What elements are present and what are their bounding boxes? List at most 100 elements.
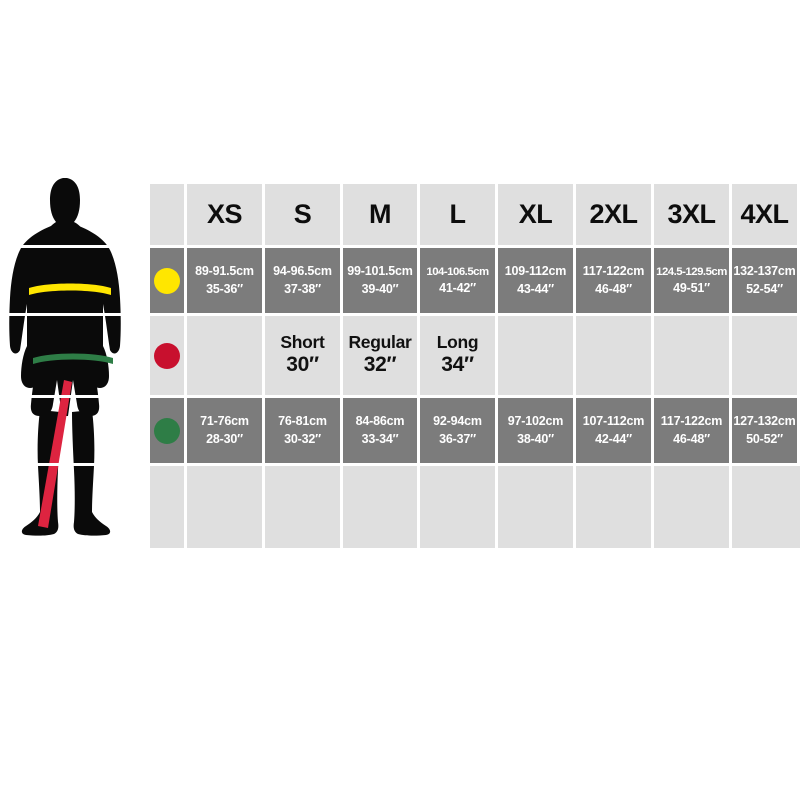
waist-figure-spacer — [0, 398, 150, 466]
chest-3xl-cm: 124.5-129.5cm — [656, 265, 727, 278]
footer-figure-spacer — [0, 466, 150, 548]
waist-3xl-in: 46-48″ — [673, 431, 710, 446]
yellow-dot-icon — [154, 267, 180, 294]
header-2xl-label: 2XL — [589, 199, 638, 229]
footer-xs — [187, 466, 265, 548]
waist-m-cm: 84-86cm — [355, 413, 405, 428]
waist-l-cm: 92-94cm — [433, 413, 482, 428]
header-l-label: L — [449, 199, 467, 229]
waist-3xl: 117-122cm 46-48″ — [654, 398, 732, 466]
chest-s-cm: 94-96.5cm — [273, 263, 332, 278]
waist-measure-line — [33, 353, 113, 364]
footer-s — [265, 466, 343, 548]
chest-xl-cm: 109-112cm — [504, 263, 567, 278]
header-3xl: 3XL — [654, 184, 732, 248]
chest-4xl-cm: 132-137cm — [733, 263, 796, 278]
waist-l-in: 36-37″ — [439, 431, 476, 446]
inseam-xl — [498, 316, 576, 398]
chest-figure-spacer — [0, 248, 150, 316]
chest-3xl: 124.5-129.5cm 49-51″ — [654, 248, 732, 316]
waist-2xl: 107-112cm 42-44″ — [576, 398, 654, 466]
header-l: L — [420, 184, 498, 248]
inseam-figure-spacer — [0, 316, 150, 398]
size-table: XS S M L XL 2XL 3XL 4XL 89-91.5cm 35-36″… — [0, 184, 800, 548]
chest-xs-cm: 89-91.5cm — [195, 263, 254, 278]
chest-s: 94-96.5cm 37-38″ — [265, 248, 343, 316]
footer-3xl — [654, 466, 732, 548]
chest-m-in: 39-40″ — [361, 281, 399, 296]
torso-shape — [9, 224, 121, 388]
chest-m: 99-101.5cm 39-40″ — [343, 248, 420, 316]
inseam-l-name: Long — [436, 332, 479, 353]
right-leg-shape — [72, 410, 111, 536]
waist-4xl: 127-132cm 50-52″ — [732, 398, 800, 466]
header-xl: XL — [498, 184, 576, 248]
header-xs-label: XS — [206, 199, 243, 229]
chest-4xl: 132-137cm 52-54″ — [732, 248, 800, 316]
header-3xl-label: 3XL — [667, 199, 716, 229]
inseam-s-name: Short — [280, 332, 325, 353]
inseam-xs — [187, 316, 265, 398]
chest-xl-in: 43-44″ — [517, 281, 554, 296]
header-s-label: S — [293, 199, 312, 229]
inseam-measure-line — [38, 380, 72, 528]
chest-2xl-in: 46-48″ — [595, 281, 632, 296]
waist-l: 92-94cm 36-37″ — [420, 398, 498, 466]
footer-l — [420, 466, 498, 548]
inseam-m-length: 32″ — [363, 353, 397, 377]
chest-4xl-in: 52-54″ — [746, 281, 783, 296]
chest-l-in: 41-42″ — [439, 280, 476, 295]
chest-xs-in: 35-36″ — [206, 281, 243, 296]
waist-xl-cm: 97-102cm — [507, 413, 564, 428]
waist-4xl-cm: 127-132cm — [733, 413, 796, 428]
waist-xs-in: 28-30″ — [206, 431, 243, 446]
header-4xl: 4XL — [732, 184, 800, 248]
waist-4xl-in: 50-52″ — [746, 431, 783, 446]
chest-m-cm: 99-101.5cm — [347, 263, 413, 278]
footer-m — [343, 466, 420, 548]
header-xl-label: XL — [518, 199, 553, 229]
head-shape — [46, 178, 84, 236]
chest-s-in: 37-38″ — [284, 281, 321, 296]
header-xs: XS — [187, 184, 265, 248]
body-silhouette-panel — [0, 178, 150, 548]
inseam-marker-cell — [150, 316, 187, 398]
green-dot-icon — [154, 417, 180, 444]
chest-measure-line — [29, 283, 111, 295]
waist-xl-in: 38-40″ — [517, 431, 554, 446]
header-figure-spacer — [0, 184, 150, 248]
waist-m-in: 33-34″ — [361, 431, 399, 446]
footer-marker-spacer — [150, 466, 187, 548]
chest-l-cm: 104-106.5cm — [426, 265, 489, 278]
inseam-s: Short 30″ — [265, 316, 343, 398]
waist-m: 84-86cm 33-34″ — [343, 398, 420, 466]
waist-2xl-in: 42-44″ — [595, 431, 632, 446]
chest-xl: 109-112cm 43-44″ — [498, 248, 576, 316]
footer-xl — [498, 466, 576, 548]
header-m-label: M — [369, 199, 392, 229]
waist-xs-cm: 71-76cm — [200, 413, 249, 428]
waist-2xl-cm: 107-112cm — [582, 413, 645, 428]
red-dot-icon — [154, 342, 180, 369]
header-2xl: 2XL — [576, 184, 654, 248]
chest-marker-cell — [150, 248, 187, 316]
inseam-s-length: 30″ — [286, 353, 319, 377]
chest-3xl-in: 49-51″ — [673, 280, 710, 295]
inseam-2xl — [576, 316, 654, 398]
body-silhouette — [9, 178, 121, 536]
chest-xs: 89-91.5cm 35-36″ — [187, 248, 265, 316]
inseam-4xl — [732, 316, 800, 398]
waist-marker-cell — [150, 398, 187, 466]
chest-l: 104-106.5cm 41-42″ — [420, 248, 498, 316]
footer-2xl — [576, 466, 654, 548]
waist-3xl-cm: 117-122cm — [660, 413, 723, 428]
waist-s-cm: 76-81cm — [278, 413, 327, 428]
header-m: M — [343, 184, 420, 248]
chest-2xl: 117-122cm 46-48″ — [576, 248, 654, 316]
footer-4xl — [732, 466, 800, 548]
header-s: S — [265, 184, 343, 248]
inseam-m: Regular 32″ — [343, 316, 420, 398]
header-4xl-label: 4XL — [740, 199, 789, 229]
chest-2xl-cm: 117-122cm — [582, 263, 645, 278]
